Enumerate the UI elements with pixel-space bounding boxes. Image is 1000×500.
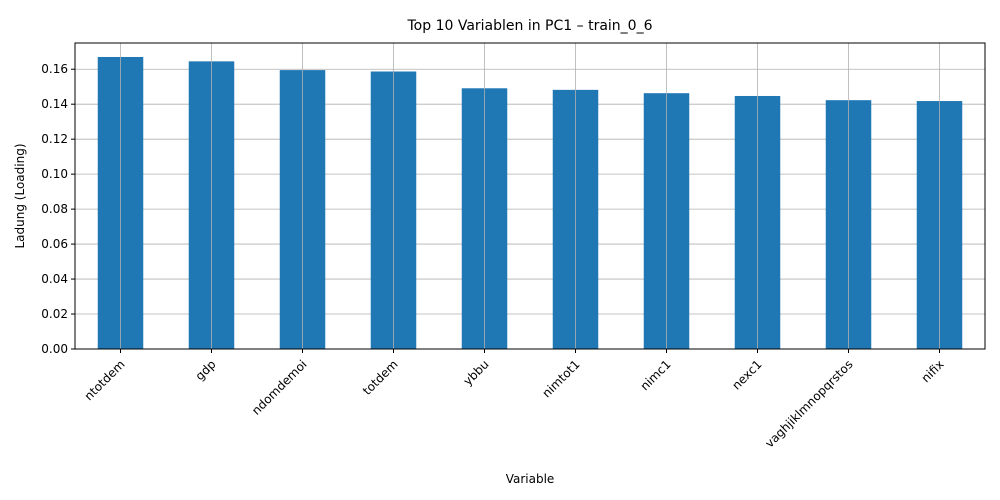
y-tick-label: 0.10 (41, 167, 68, 181)
x-tick-label: vaghjiklmnopqrstos (762, 357, 855, 450)
x-tick-label: nimtot1 (539, 357, 582, 400)
x-tick-label: gdp (193, 357, 219, 383)
x-tick-label: nifix (919, 357, 947, 385)
x-tick-label: ntotdem (82, 357, 128, 403)
x-tick-label: nexc1 (729, 357, 764, 392)
y-tick-label: 0.12 (41, 132, 68, 146)
y-tick-label: 0.06 (41, 237, 68, 251)
chart-title: Top 10 Variablen in PC1 – train_0_6 (407, 18, 653, 34)
y-tick-label: 0.14 (41, 97, 68, 111)
y-tick-label: 0.00 (41, 342, 68, 356)
plot-frame (74, 42, 986, 350)
y-tick-label: 0.04 (41, 272, 68, 286)
y-tick-label: 0.02 (41, 307, 68, 321)
y-tick-label: 0.16 (41, 62, 68, 76)
bars-layer (97, 56, 963, 350)
axes-layer (74, 42, 986, 350)
x-axis-label: Variable (506, 472, 555, 486)
x-tick-label: totdem (360, 357, 401, 398)
x-tick-label: ybbu (461, 357, 492, 388)
x-tick-label: nimc1 (638, 357, 674, 393)
y-tick-label: 0.08 (41, 202, 68, 216)
y-axis-label: Ladung (Loading) (13, 143, 27, 248)
x-tick-label: ndomdemoi (249, 357, 310, 418)
